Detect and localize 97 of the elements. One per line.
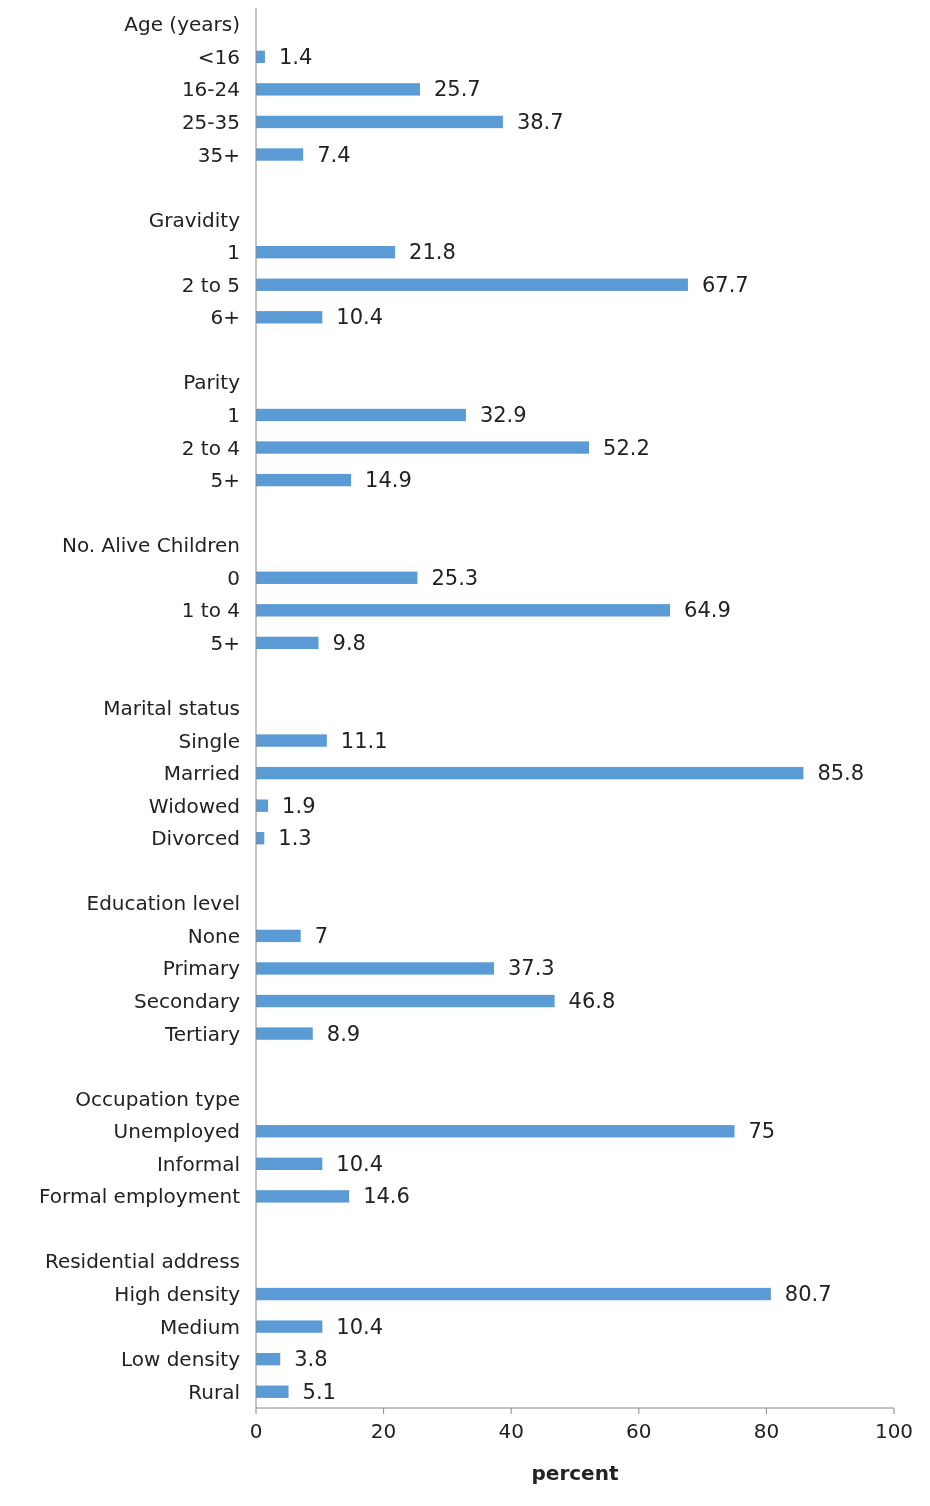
bar bbox=[256, 408, 466, 422]
x-tick-label: 60 bbox=[626, 1419, 652, 1443]
y-tick-label: <16 bbox=[197, 44, 240, 69]
x-tick-label: 20 bbox=[370, 1419, 397, 1443]
bar bbox=[256, 1287, 771, 1301]
y-tick-label: 16-24 bbox=[181, 77, 240, 102]
y-tick-label: Low density bbox=[120, 1347, 241, 1372]
data-label: 85.8 bbox=[817, 761, 865, 786]
data-label: 21.8 bbox=[409, 240, 456, 265]
bar bbox=[256, 278, 688, 291]
bar bbox=[256, 1352, 281, 1366]
y-tick-label: 1 to 4 bbox=[181, 598, 240, 623]
bar bbox=[256, 1157, 323, 1170]
y-tick-label: 35+ bbox=[197, 142, 240, 167]
y-tick-label: Occupation type bbox=[75, 1086, 240, 1111]
bar bbox=[256, 1190, 350, 1203]
bar bbox=[256, 929, 301, 943]
data-label: 10.4 bbox=[336, 305, 384, 330]
bar bbox=[256, 441, 590, 454]
bar bbox=[256, 246, 396, 259]
data-label: 1.9 bbox=[282, 793, 316, 818]
data-label: 14.6 bbox=[363, 1184, 410, 1209]
y-tick-label: Age (years) bbox=[124, 12, 240, 37]
bar bbox=[256, 994, 555, 1008]
bar bbox=[256, 311, 323, 324]
bar bbox=[256, 734, 327, 747]
bar bbox=[256, 83, 420, 96]
y-tick-label: Married bbox=[163, 761, 240, 786]
data-label: 1.4 bbox=[278, 44, 313, 69]
data-label: 10.4 bbox=[336, 1151, 384, 1176]
data-label: 80.7 bbox=[784, 1282, 832, 1307]
x-tick-label: 0 bbox=[249, 1419, 263, 1443]
y-tick-label: Informal bbox=[156, 1151, 240, 1176]
y-tick-label: Gravidity bbox=[148, 207, 241, 232]
y-tick-label: Secondary bbox=[134, 989, 241, 1014]
bar bbox=[256, 1125, 735, 1138]
data-label: 25.7 bbox=[433, 77, 481, 102]
y-tick-label: Rural bbox=[188, 1379, 240, 1404]
bar bbox=[256, 473, 352, 487]
data-label: 37.3 bbox=[507, 956, 555, 981]
data-label: 67.7 bbox=[701, 272, 749, 297]
data-label: 9.8 bbox=[332, 630, 366, 655]
bar bbox=[256, 148, 304, 161]
x-tick-label: 100 bbox=[874, 1419, 914, 1443]
bar bbox=[256, 1320, 323, 1333]
y-tick-label: 5+ bbox=[210, 630, 240, 655]
data-label: 3.8 bbox=[294, 1347, 328, 1372]
y-tick-label: 2 to 5 bbox=[181, 272, 240, 297]
y-tick-label: Widowed bbox=[148, 793, 240, 818]
bar bbox=[256, 115, 503, 129]
data-label: 25.3 bbox=[431, 565, 479, 590]
y-tick-label: 2 to 4 bbox=[181, 435, 240, 460]
y-tick-label: Education level bbox=[86, 891, 240, 916]
y-tick-label: High density bbox=[114, 1282, 241, 1307]
y-tick-label: 1 bbox=[227, 240, 240, 265]
data-label: 32.9 bbox=[479, 402, 527, 427]
y-tick-label: Residential address bbox=[44, 1249, 240, 1274]
bar bbox=[256, 1385, 289, 1398]
y-tick-label: 25-35 bbox=[181, 109, 240, 134]
y-tick-label: Unemployed bbox=[113, 1119, 240, 1144]
data-label: 11.1 bbox=[340, 728, 388, 753]
y-tick-label: 6+ bbox=[210, 305, 240, 330]
y-tick-label: Parity bbox=[183, 370, 241, 395]
data-label: 38.7 bbox=[516, 109, 564, 134]
y-tick-label: None bbox=[187, 923, 240, 948]
y-tick-label: Medium bbox=[160, 1314, 240, 1339]
y-tick-label: Tertiary bbox=[163, 1021, 241, 1046]
y-tick-label: 5+ bbox=[210, 468, 240, 493]
y-tick-label: 1 bbox=[227, 402, 240, 427]
y-tick-label: Divorced bbox=[151, 826, 240, 851]
data-label: 52.2 bbox=[603, 435, 650, 460]
y-tick-label: Primary bbox=[162, 956, 241, 981]
bar bbox=[256, 1027, 313, 1040]
data-label: 46.8 bbox=[568, 989, 616, 1014]
y-tick-label: Formal employment bbox=[39, 1184, 241, 1209]
data-label: 14.9 bbox=[365, 468, 412, 493]
y-tick-label: 0 bbox=[227, 565, 240, 590]
x-tick-label: 80 bbox=[753, 1419, 780, 1443]
bar bbox=[256, 571, 418, 584]
data-label: 10.4 bbox=[336, 1314, 384, 1339]
bar bbox=[256, 799, 269, 812]
bar bbox=[256, 636, 319, 650]
bar bbox=[256, 962, 494, 975]
data-label: 7.4 bbox=[317, 142, 351, 167]
data-label: 1.3 bbox=[278, 826, 312, 851]
y-tick-label: No. Alive Children bbox=[61, 533, 240, 558]
y-tick-label: Marital status bbox=[103, 696, 240, 720]
y-tick-label: Single bbox=[178, 728, 240, 753]
x-axis-title: percent bbox=[531, 1461, 619, 1485]
x-tick-label: 40 bbox=[498, 1419, 524, 1443]
bar bbox=[256, 604, 671, 617]
bar bbox=[256, 766, 804, 780]
data-label: 5.1 bbox=[302, 1379, 336, 1404]
data-label: 8.9 bbox=[326, 1021, 361, 1046]
data-label: 64.9 bbox=[684, 598, 731, 623]
data-label: 75 bbox=[748, 1119, 776, 1144]
data-label: 7 bbox=[314, 923, 329, 948]
